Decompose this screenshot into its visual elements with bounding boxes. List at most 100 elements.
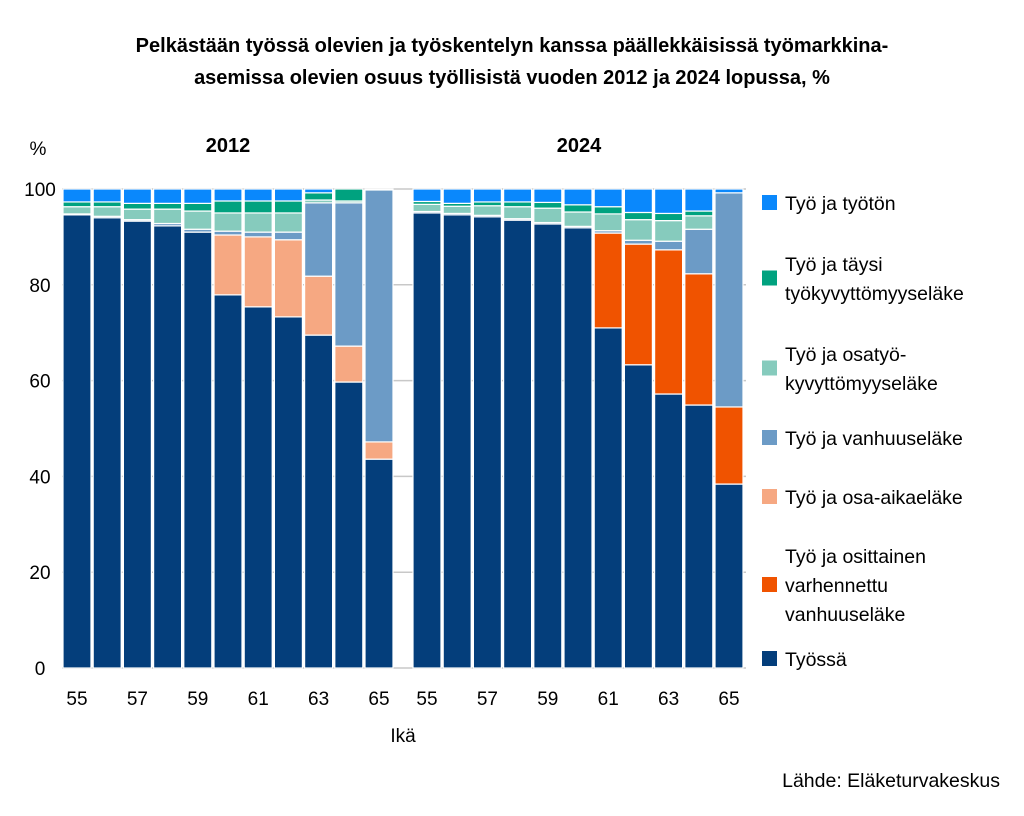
- chart-title-line-1: Pelkästään työssä olevien ja työskentely…: [136, 35, 889, 57]
- bar-segment-tyoton-2024-60: [563, 188, 593, 206]
- bar-segment-tyoton-2024-59: [533, 188, 563, 204]
- bar-segment-taysi-2024-62: [623, 211, 654, 221]
- bar-segment-vanhuus-2012-62: [273, 231, 303, 241]
- bar-segment-tyoton-2024-63: [653, 188, 684, 215]
- bar-segment-tyossa-2024-58: [503, 219, 533, 669]
- bar-segment-tyoton-2012-61: [243, 188, 273, 202]
- x-tick-label: 63: [308, 689, 329, 710]
- bar-segment-taysi-2012-58: [153, 202, 183, 210]
- bar-segment-tyoton-2024-65: [714, 188, 744, 194]
- bar-segment-osatyo-2024-57: [472, 205, 502, 216]
- bar-segment-tyoton-2012-63: [304, 188, 334, 194]
- source-note: Lähde: Eläketurvakeskus: [782, 770, 1000, 792]
- legend-label: vanhuuseläke: [785, 604, 905, 626]
- bar-segment-taysi-2024-63: [653, 212, 684, 222]
- x-tick-label: 61: [598, 689, 619, 710]
- bar-segment-tyoton-2024-62: [623, 188, 654, 214]
- bar-segment-tyoton-2024-61: [593, 188, 623, 208]
- bar-segment-tyossa-2024-61: [593, 327, 623, 669]
- bar-segment-osa_aika-2012-64: [334, 345, 364, 383]
- bar-segment-tyossa-2024-56: [442, 214, 472, 669]
- y-tick-label: 60: [29, 372, 50, 393]
- bar-segment-tyossa-2024-59: [533, 223, 563, 669]
- bar-segment-tyossa-2012-58: [153, 225, 183, 669]
- bar-segment-osatyo-2024-58: [503, 206, 533, 220]
- bar-segment-tyossa-2012-65: [364, 458, 394, 669]
- legend-swatch: [762, 651, 777, 666]
- legend-label: Työ ja osatyö-: [785, 344, 906, 366]
- bar-segment-osittainen-2024-65: [714, 406, 744, 485]
- bar-segment-osatyo-2012-61: [243, 212, 273, 233]
- bar-segment-osatyo-2012-62: [273, 212, 303, 233]
- bar-segment-tyoton-2012-60: [213, 188, 243, 202]
- legend-item-taysi: Työ ja täysi työkyvyttömyyseläke: [762, 254, 964, 305]
- x-tick-label: 55: [416, 689, 437, 710]
- group-label-2024: 2024: [557, 135, 602, 157]
- bar-segment-taysi-2024-59: [533, 201, 563, 209]
- legend-swatch: [762, 270, 777, 286]
- bar-segment-tyossa-2024-63: [653, 393, 684, 669]
- legend-label: varhennettu: [785, 575, 888, 597]
- bar-segment-tyossa-2024-65: [714, 483, 744, 669]
- x-tick-label: 55: [66, 689, 87, 710]
- x-tick-label: 59: [187, 689, 208, 710]
- bar-segment-osatyo-2024-61: [593, 213, 623, 232]
- bar-segment-taysi-2012-56: [92, 201, 122, 208]
- group-label-2012: 2012: [206, 135, 251, 157]
- bar-segment-taysi-2024-61: [593, 206, 623, 215]
- bar-segment-osa_aika-2012-62: [273, 239, 303, 318]
- bar-segment-tyossa-2024-64: [684, 404, 714, 669]
- bar-segment-tyoton-2024-57: [472, 188, 502, 203]
- bar-segment-taysi-2012-63: [304, 192, 334, 201]
- bar-segment-vanhuus-2024-63: [653, 240, 684, 251]
- bar-segment-osittainen-2024-62: [623, 243, 654, 366]
- legend-label: Työ ja työtön: [785, 193, 896, 215]
- x-axis-label: Ikä: [390, 726, 416, 747]
- bar-segment-tyoton-2012-56: [92, 188, 122, 203]
- bar-segment-osittainen-2024-64: [684, 273, 714, 406]
- bar-segment-tyoton-2024-64: [684, 188, 714, 212]
- bar-segment-osatyo-2024-59: [533, 207, 563, 224]
- bar-segment-taysi-2012-55: [62, 201, 92, 208]
- bar-segment-tyoton-2012-55: [62, 188, 92, 203]
- legend-label: Työ ja osa-aikaeläke: [785, 487, 963, 509]
- bar-segment-tyossa-2012-60: [213, 294, 243, 669]
- bar-segment-osatyo-2024-64: [684, 215, 714, 230]
- x-tick-label: 59: [537, 689, 558, 710]
- legend-label: Työ ja osittainen: [785, 546, 926, 568]
- bar-segment-osatyo-2024-56: [442, 205, 472, 215]
- x-tick-label: 57: [477, 689, 498, 710]
- bar-segment-vanhuus-2012-64: [334, 202, 364, 347]
- bar-segment-taysi-2012-59: [183, 202, 213, 212]
- bar-segment-tyossa-2012-61: [243, 306, 273, 669]
- bar-segment-tyoton-2012-62: [273, 188, 303, 202]
- bar-segment-taysi-2024-64: [684, 210, 714, 217]
- legend-item-vanhuus: Työ ja vanhuuseläke: [762, 428, 963, 450]
- bar-segment-osa_aika-2012-60: [213, 234, 243, 296]
- bar-segment-vanhuus-2012-65: [364, 189, 394, 443]
- bar-segment-taysi-2012-60: [213, 200, 243, 214]
- bar-segment-osatyo-2012-58: [153, 208, 183, 225]
- bar-segment-tyossa-2012-55: [62, 214, 92, 669]
- bar-group-2024: [412, 188, 744, 669]
- y-tick-label: 100: [24, 180, 56, 201]
- bar-segment-tyoton-2012-58: [153, 188, 183, 204]
- bar-group-2012: [62, 188, 394, 669]
- legend-swatch: [762, 489, 777, 504]
- bar-segment-osittainen-2024-61: [593, 232, 623, 329]
- legend-item-tyoton: Työ ja työtön: [762, 193, 896, 215]
- bar-segment-osatyo-2012-55: [62, 206, 92, 215]
- bar-segment-vanhuus-2024-65: [714, 192, 744, 408]
- bar-segment-taysi-2012-64: [334, 188, 364, 202]
- legend-item-osittainen: Työ ja osittainen varhennettu vanhuuseläke: [762, 546, 926, 626]
- bar-segment-tyoton-2024-58: [503, 188, 533, 203]
- legend-label: kyvyttömyyseläke: [785, 373, 938, 395]
- bar-segment-vanhuus-2012-63: [304, 202, 334, 277]
- legend-swatch: [762, 360, 777, 376]
- bar-segment-osatyo-2024-55: [412, 203, 442, 213]
- legend-swatch: [762, 430, 777, 445]
- legend-item-osatyo: Työ ja osatyö-kyvyttömyyseläke: [762, 344, 938, 395]
- y-tick-label: 0: [35, 659, 46, 680]
- y-tick-label: 80: [29, 276, 50, 297]
